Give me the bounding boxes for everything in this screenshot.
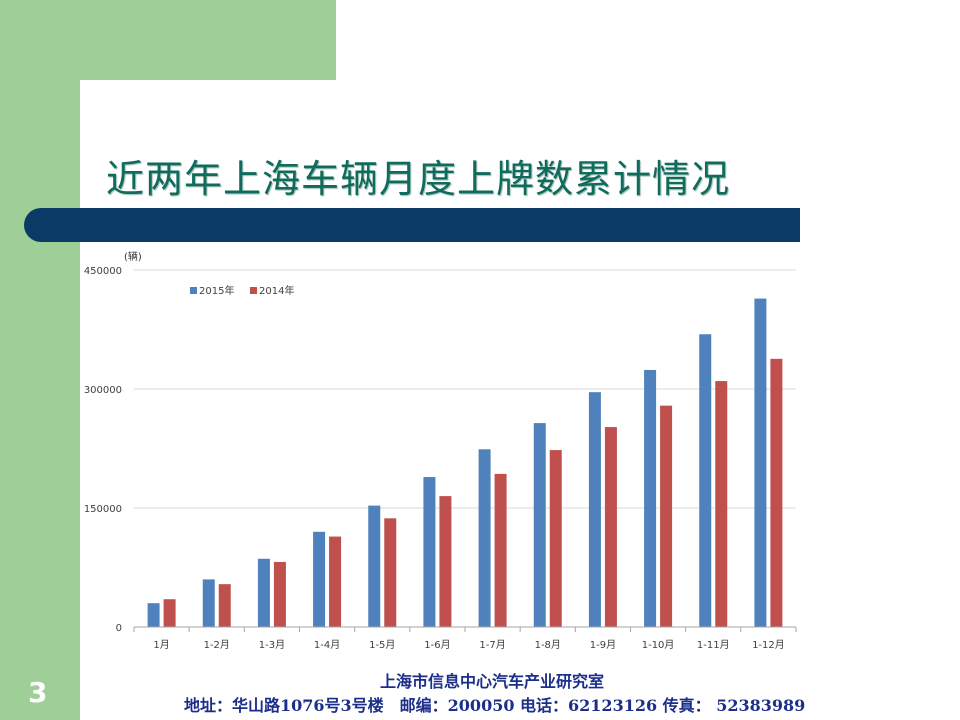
bar-series-2 <box>770 358 783 627</box>
legend-label: 2014年 <box>259 284 294 297</box>
bar-series-1 <box>478 449 491 627</box>
chart-grid <box>134 269 796 509</box>
x-tick-label: 1-2月 <box>204 639 230 651</box>
bar-series-1 <box>147 603 160 627</box>
background-left-strip <box>0 0 80 720</box>
y-tick-label: 150000 <box>84 504 122 515</box>
footer-address: 地址：华山路1076号3号楼 邮编：200050 电话：62123126 传真：… <box>184 696 806 715</box>
chart-legend: 2015年 2014年 <box>190 284 294 297</box>
x-tick-label: 1-12月 <box>752 639 785 651</box>
chart-axes: 0 150000 300000 450000 1月 1-2月 1-3月 1-4月 1-5月 1-6… <box>84 266 797 651</box>
x-tick-label: 1月 <box>153 639 169 651</box>
bar-series-2 <box>218 584 231 627</box>
bar-series-1 <box>699 334 712 627</box>
x-tick-label: 1-6月 <box>424 639 450 651</box>
bar-series-1 <box>644 369 657 627</box>
legend-swatch <box>190 287 197 294</box>
bar-series-2 <box>660 405 673 627</box>
bar-series-2 <box>604 427 617 627</box>
x-tick-label: 1-3月 <box>259 639 285 651</box>
bar-series-1 <box>423 477 436 627</box>
bar-series-2 <box>384 518 397 627</box>
bar-series-2 <box>549 450 562 627</box>
x-tick-label: 1-10月 <box>642 639 675 651</box>
footer-organization: 上海市信息中心汽车产业研究室 <box>380 672 605 691</box>
bar-series-1 <box>588 392 601 627</box>
bar-chart: 0 150000 300000 450000 1月 1-2月 1-3月 1-4月 1-5月 1-6… <box>84 250 797 651</box>
x-tick-label: 1-8月 <box>535 639 561 651</box>
bar-series-2 <box>273 561 286 627</box>
bar-series-1 <box>257 558 270 627</box>
legend-swatch <box>250 287 257 294</box>
y-tick-label: 450000 <box>84 266 122 277</box>
page-number: 3 <box>28 676 48 709</box>
title-underline-bar <box>24 208 800 242</box>
bar-series-1 <box>202 579 215 627</box>
y-tick-label: 300000 <box>84 385 122 396</box>
bar-series-1 <box>368 505 381 627</box>
bar-series-2 <box>163 599 176 627</box>
x-tick-label: 1-11月 <box>697 639 730 651</box>
bar-series-2 <box>494 473 507 627</box>
y-axis-unit-label: (辆) <box>124 250 142 263</box>
legend-label: 2015年 <box>199 284 234 297</box>
x-tick-label: 1-5月 <box>369 639 395 651</box>
bar-series-2 <box>329 536 342 627</box>
bar-series-2 <box>715 381 728 627</box>
x-tick-label: 1-4月 <box>314 639 340 651</box>
bar-series-1 <box>533 423 546 627</box>
bar-series-1 <box>754 298 767 627</box>
slide-title: 近两年上海车辆月度上牌数累计情况 <box>106 157 731 201</box>
x-tick-label: 1-9月 <box>590 639 616 651</box>
bar-series-2 <box>439 496 452 627</box>
chart-bars <box>147 298 783 627</box>
x-tick-label: 1-7月 <box>479 639 505 651</box>
bar-series-1 <box>313 531 326 627</box>
y-tick-label: 0 <box>116 623 122 634</box>
